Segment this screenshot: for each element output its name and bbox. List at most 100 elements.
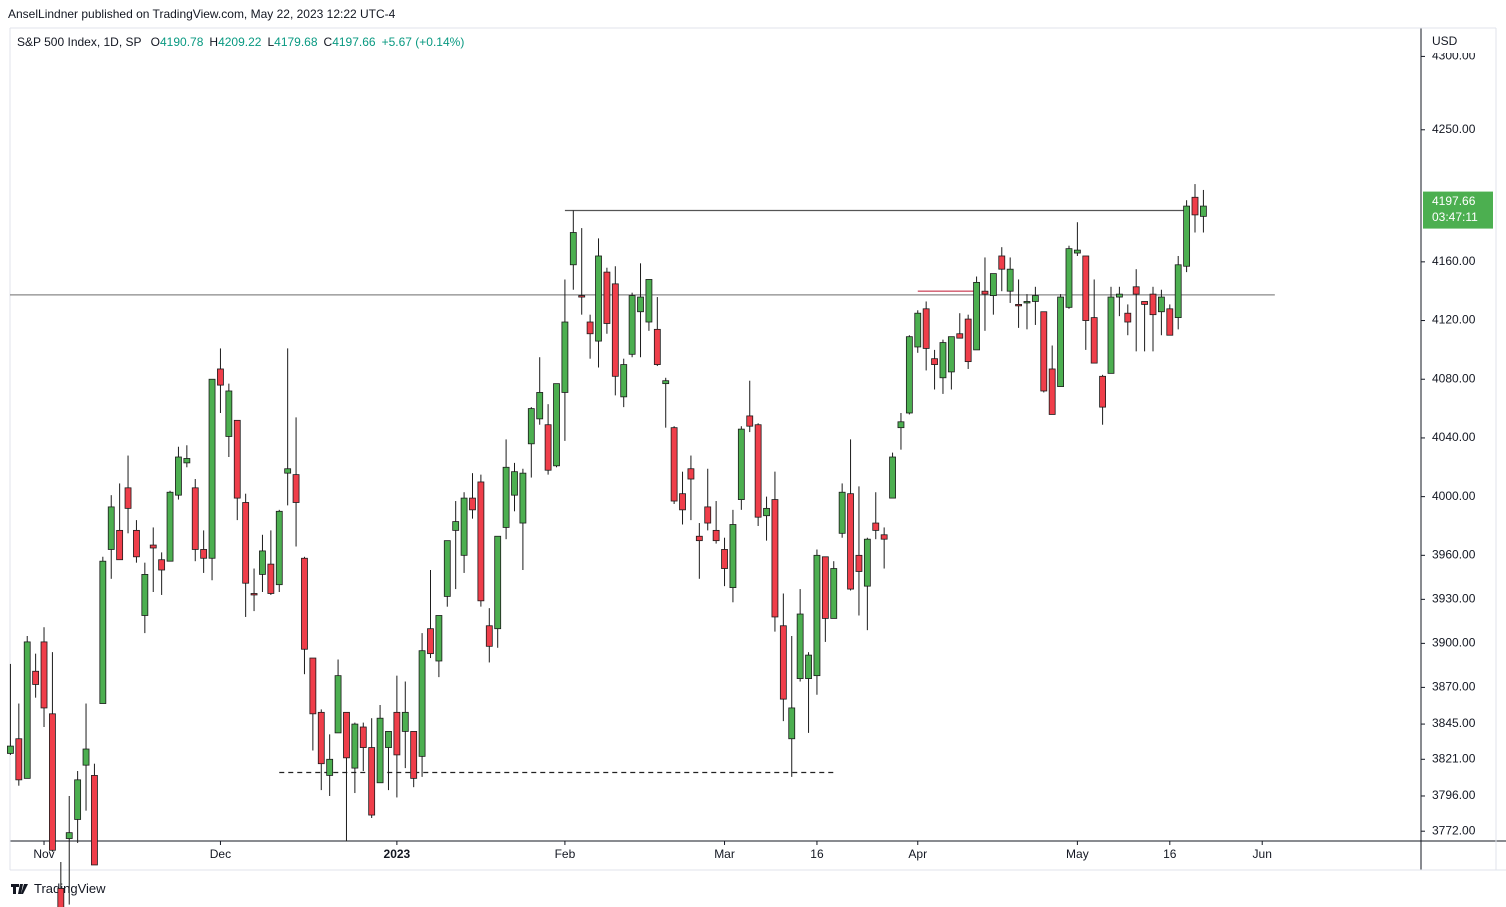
candle [569, 210, 577, 290]
candle-body [939, 342, 947, 379]
candle [1048, 345, 1056, 415]
candle [259, 534, 266, 593]
candle-body [477, 481, 485, 602]
candle-body [880, 534, 888, 540]
candle-body [175, 456, 182, 496]
candle-body [620, 364, 628, 398]
candle-body [99, 560, 107, 704]
candle-body [553, 383, 560, 467]
candle [712, 501, 720, 544]
candle [208, 378, 216, 581]
candle [695, 523, 703, 579]
x-tick-label: Dec [210, 847, 231, 861]
candle [595, 238, 602, 368]
candle [74, 771, 82, 843]
candle [250, 568, 258, 612]
candle-body [401, 711, 409, 732]
candle [502, 439, 510, 540]
candle-body [107, 506, 115, 550]
candle [737, 426, 745, 510]
candle-body [443, 540, 451, 597]
candle-body [1183, 205, 1191, 267]
candle [65, 795, 73, 905]
field-value: 4190.78 [160, 35, 204, 49]
y-tick-label: 3900.00 [1432, 636, 1476, 650]
candle [1057, 294, 1064, 387]
logo [11, 883, 28, 894]
candle-body [1174, 264, 1182, 319]
candle [687, 455, 695, 521]
candle [175, 446, 182, 500]
candle [771, 471, 779, 632]
candle [23, 636, 31, 779]
candle-body [905, 336, 913, 414]
y-tick-label: 4080.00 [1432, 371, 1476, 385]
y-tick-label: 4000.00 [1432, 489, 1476, 503]
candle [460, 492, 468, 573]
candle [527, 407, 535, 478]
candle [427, 570, 434, 659]
candle [821, 556, 829, 642]
candle [435, 615, 443, 678]
candle [746, 380, 754, 433]
candle [166, 490, 174, 562]
candle [679, 471, 686, 525]
candle-body [334, 675, 342, 734]
candle [267, 530, 275, 595]
x-tick-label: Apr [908, 847, 927, 861]
x-tick-label: Mar [714, 847, 735, 861]
candle [763, 496, 770, 541]
candle [15, 703, 23, 786]
candle [334, 659, 342, 734]
candle [1006, 257, 1014, 303]
candle [485, 608, 493, 663]
candle-body [889, 456, 896, 499]
candle-body [368, 747, 376, 816]
candle-body [897, 421, 905, 429]
candle-body [49, 713, 56, 851]
candle-body [998, 255, 1006, 270]
candle [242, 493, 250, 617]
x-tick-label: May [1066, 847, 1089, 861]
candle-body [376, 717, 384, 784]
candle-body [1166, 308, 1174, 336]
candle-body [359, 726, 367, 748]
candle [385, 731, 392, 791]
candle [233, 419, 241, 521]
brand: TradingView [34, 881, 106, 896]
candle-body [292, 474, 300, 503]
candle [1191, 184, 1199, 233]
candle-body [32, 670, 40, 685]
candle [998, 247, 1006, 292]
y-tick-label: 3821.00 [1432, 751, 1476, 765]
candle-body [275, 510, 283, 586]
candle-body [427, 628, 434, 655]
symbol: S&P 500 Index, 1D, SP [17, 35, 142, 49]
candle-body [1048, 368, 1056, 415]
candle-body [1040, 311, 1048, 392]
candle-body [385, 731, 392, 748]
candle-body [989, 273, 997, 296]
y-tick-label: 4120.00 [1432, 313, 1476, 327]
candle-body [1200, 205, 1207, 217]
candle-body [485, 625, 493, 647]
candle-body [141, 574, 149, 616]
candle [1073, 222, 1081, 256]
published-note: AnselLindner published on TradingView.co… [8, 7, 396, 21]
y-tick-label: 3845.00 [1432, 716, 1476, 730]
candle-body [124, 487, 132, 509]
candle-body [217, 368, 224, 386]
candle-body [309, 657, 317, 715]
candle-body [536, 392, 544, 420]
candle-body [527, 408, 535, 445]
candle [326, 734, 334, 796]
candle-body [838, 491, 846, 534]
candle [57, 862, 65, 907]
field-value: 4197.66 [332, 35, 376, 49]
candle-body [1115, 293, 1123, 298]
candle [779, 593, 787, 722]
candle [519, 468, 527, 570]
candle [754, 423, 762, 526]
candle-body [1099, 375, 1106, 408]
